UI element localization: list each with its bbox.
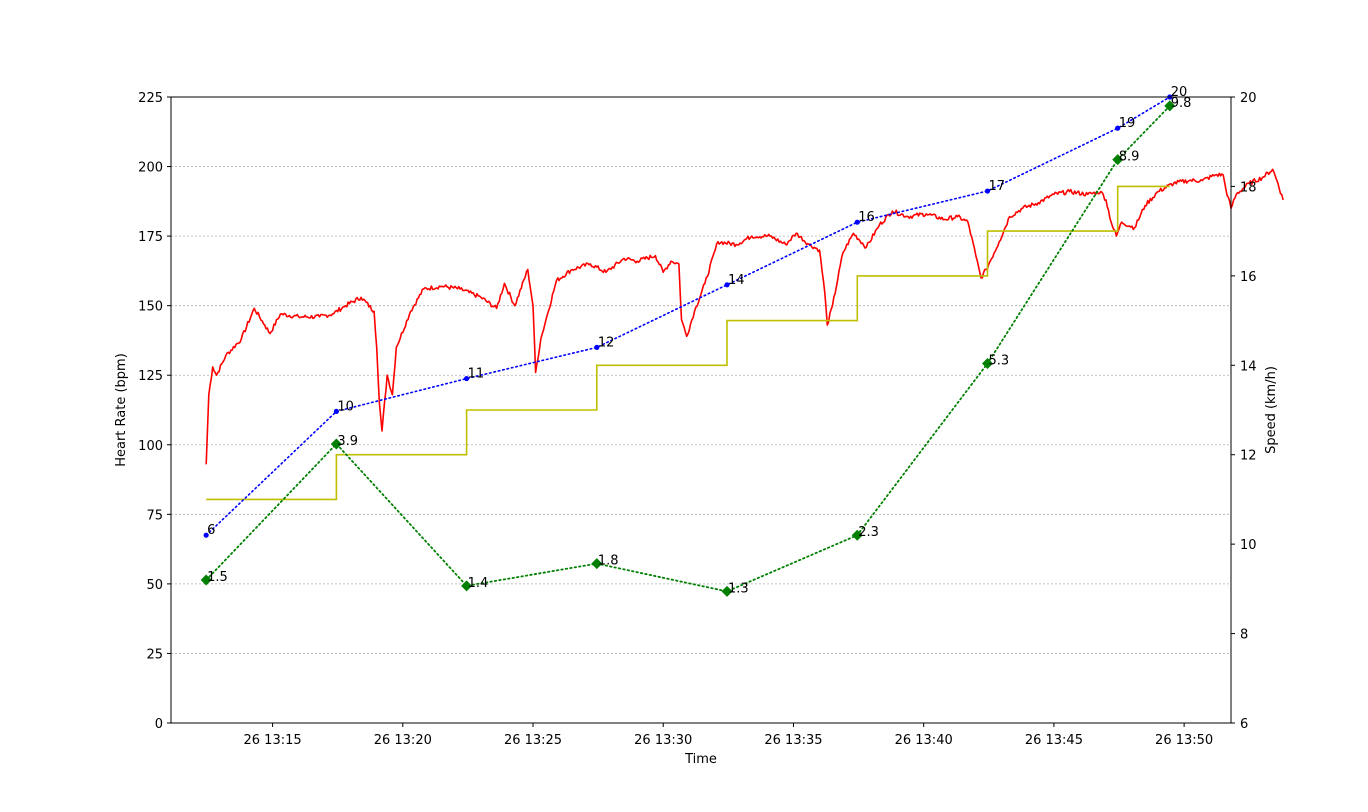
x-axis-label: Time <box>684 752 717 767</box>
green-point <box>591 558 603 570</box>
green-point <box>1112 154 1124 166</box>
green-point-label: 9.8 <box>1171 96 1192 111</box>
blue-point-label: 12 <box>598 335 615 350</box>
x-tick-label: 26 13:40 <box>895 733 953 748</box>
axes: 0 25 50 75 100 125 150 175 200 225 6 8 10 12 14 16 18 20 2… <box>138 91 1256 748</box>
green-point-label: 5.3 <box>988 354 1009 369</box>
y2-axis-label: Speed (km/h) <box>1264 366 1279 454</box>
green-point <box>851 529 863 541</box>
y2-tick-label: 18 <box>1240 180 1257 195</box>
green-point-label: 3.9 <box>337 434 358 449</box>
green-point-label: 1.4 <box>468 576 489 591</box>
blue-point <box>724 282 730 288</box>
green-point <box>330 438 342 450</box>
grid-lines <box>171 166 1231 654</box>
blue-point-label: 20 <box>1171 85 1188 100</box>
heart-rate-line <box>205 168 1284 465</box>
y2-tick-label: 16 <box>1240 270 1257 285</box>
green-point <box>981 358 993 370</box>
y-tick-label: 200 <box>138 161 163 176</box>
blue-point <box>1115 125 1121 131</box>
blue-point-label: 16 <box>858 210 875 225</box>
y-axis-label: Heart Rate (bpm) <box>114 353 129 467</box>
blue-point-label: 19 <box>1119 116 1136 131</box>
green-point-label: 1.8 <box>598 554 619 569</box>
x-tick-label: 26 13:35 <box>764 733 822 748</box>
blue-point-label: 10 <box>337 399 354 414</box>
y-tick-label: 25 <box>146 647 163 662</box>
y-tick-label: 50 <box>146 578 163 593</box>
x-tick-label: 26 13:50 <box>1155 733 1213 748</box>
blue-point-label: 6 <box>207 523 215 538</box>
y-tick-label: 175 <box>138 230 163 245</box>
x-tick-label: 26 13:25 <box>504 733 562 748</box>
green-point <box>461 580 473 592</box>
speed-step-line <box>206 185 1170 501</box>
green-point-label: 1.3 <box>728 581 749 596</box>
x-tick-label: 26 13:15 <box>244 733 302 748</box>
blue-dotted-line <box>205 96 1171 537</box>
point-labels: 6 10 11 12 14 16 17 19 20 1.5 3.9 1.4 1.8 1.3 2.3 5.3 8.… <box>207 85 1191 596</box>
green-point-label: 2.3 <box>858 525 879 540</box>
green-point <box>1164 100 1176 112</box>
green-point <box>721 585 733 597</box>
green-point-label: 1.5 <box>207 570 228 585</box>
green-dotted-line <box>205 105 1171 593</box>
y2-tick-label: 12 <box>1240 449 1257 464</box>
y-tick-label: 75 <box>146 508 163 523</box>
x-tick-label: 26 13:20 <box>374 733 432 748</box>
y-tick-label: 100 <box>138 439 163 454</box>
y2-tick-label: 8 <box>1240 628 1248 643</box>
blue-point <box>203 532 209 538</box>
plot-frame <box>170 96 1232 724</box>
plot-area <box>200 94 1284 597</box>
y-tick-label: 0 <box>155 717 163 732</box>
y2-tick-label: 20 <box>1240 91 1257 106</box>
blue-point-label: 17 <box>988 179 1005 194</box>
green-point-label: 8.9 <box>1119 150 1140 165</box>
blue-point-label: 14 <box>728 273 745 288</box>
y2-tick-label: 14 <box>1240 359 1257 374</box>
x-tick-label: 26 13:45 <box>1025 733 1083 748</box>
blue-point <box>464 375 470 382</box>
green-point <box>200 574 212 586</box>
blue-point <box>984 188 991 194</box>
x-tick-label: 26 13:30 <box>634 733 692 748</box>
y-tick-label: 225 <box>138 91 163 106</box>
y2-tick-label: 10 <box>1240 538 1257 553</box>
blue-point-label: 11 <box>468 367 485 382</box>
y-tick-label: 125 <box>138 369 163 384</box>
blue-point <box>594 344 600 350</box>
y-tick-label: 150 <box>138 300 163 315</box>
blue-point <box>333 408 339 414</box>
y2-tick-label: 6 <box>1240 717 1248 732</box>
blue-point <box>854 219 860 225</box>
